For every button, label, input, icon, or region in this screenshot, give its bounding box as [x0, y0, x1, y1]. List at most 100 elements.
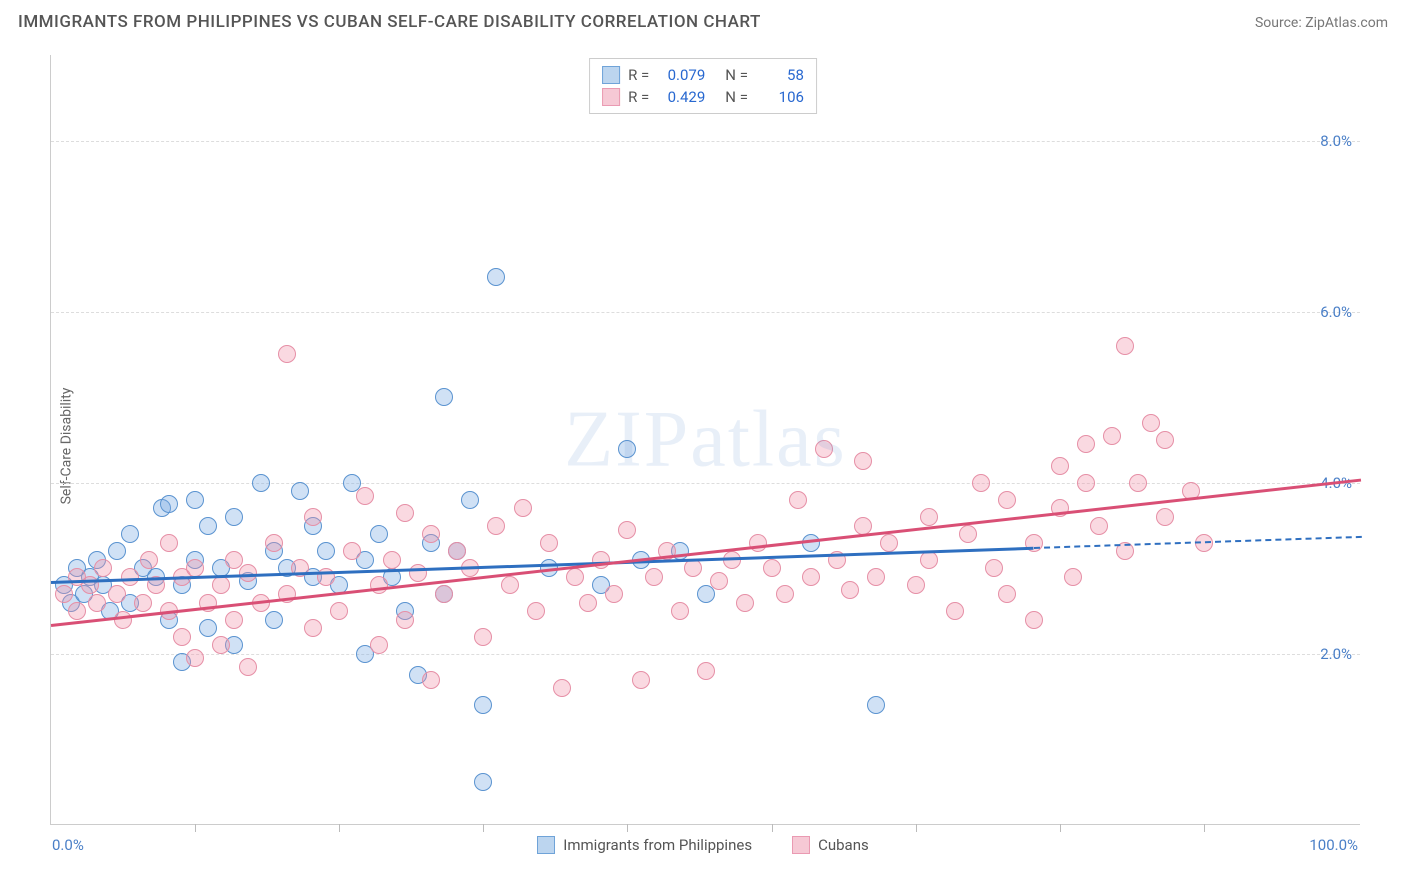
source-link[interactable]: ZipAtlas.com: [1305, 15, 1388, 31]
legend-swatch: [602, 88, 620, 106]
data-point-cubans: [736, 594, 754, 612]
watermark-text: ZIPatlas: [564, 394, 847, 485]
data-point-cubans: [1156, 508, 1174, 526]
data-point-cubans: [1142, 414, 1160, 432]
data-point-philippines: [265, 611, 283, 629]
data-point-cubans: [776, 585, 794, 603]
n-label: N =: [725, 88, 748, 106]
correlation-legend: R =0.079N =58R =0.429N =106: [589, 58, 817, 114]
legend-stat-row-philippines: R =0.079N =58: [602, 64, 804, 86]
data-point-philippines: [199, 517, 217, 535]
data-point-cubans: [474, 628, 492, 646]
data-point-cubans: [1051, 457, 1069, 475]
data-point-cubans: [684, 559, 702, 577]
x-tick: [627, 824, 628, 832]
data-point-cubans: [566, 568, 584, 586]
data-point-cubans: [212, 576, 230, 594]
data-point-cubans: [239, 564, 257, 582]
data-point-cubans: [94, 559, 112, 577]
n-value: 106: [756, 88, 804, 106]
data-point-cubans: [383, 551, 401, 569]
data-point-philippines: [487, 268, 505, 286]
data-point-cubans: [265, 534, 283, 552]
x-tick: [772, 824, 773, 832]
data-point-cubans: [514, 499, 532, 517]
data-point-cubans: [998, 585, 1016, 603]
data-point-cubans: [160, 534, 178, 552]
data-point-cubans: [370, 636, 388, 654]
data-point-cubans: [605, 585, 623, 603]
data-point-cubans: [907, 576, 925, 594]
data-point-philippines: [461, 491, 479, 509]
gridline: [51, 654, 1360, 655]
legend-label: Immigrants from Philippines: [563, 836, 752, 854]
x-tick: [916, 824, 917, 832]
data-point-cubans: [920, 551, 938, 569]
data-point-cubans: [1025, 611, 1043, 629]
chart-title: IMMIGRANTS FROM PHILIPPINES VS CUBAN SEL…: [18, 12, 761, 32]
legend-swatch: [537, 836, 555, 854]
data-point-cubans: [330, 602, 348, 620]
data-point-cubans: [487, 517, 505, 535]
source-prefix: Source:: [1255, 15, 1305, 31]
data-point-cubans: [435, 585, 453, 603]
data-point-cubans: [710, 572, 728, 590]
data-point-cubans: [920, 508, 938, 526]
data-point-cubans: [114, 611, 132, 629]
data-point-cubans: [225, 611, 243, 629]
data-point-cubans: [697, 662, 715, 680]
trend-line: [51, 479, 1361, 627]
data-point-cubans: [396, 611, 414, 629]
data-point-philippines: [186, 491, 204, 509]
data-point-cubans: [632, 671, 650, 689]
data-point-cubans: [527, 602, 545, 620]
data-point-philippines: [291, 482, 309, 500]
data-point-cubans: [579, 594, 597, 612]
data-point-cubans: [618, 521, 636, 539]
r-value: 0.079: [657, 66, 705, 84]
legend-item-philippines: Immigrants from Philippines: [537, 836, 752, 854]
data-point-cubans: [789, 491, 807, 509]
y-tick-label: 8.0%: [1320, 132, 1352, 150]
x-tick: [339, 824, 340, 832]
data-point-cubans: [854, 517, 872, 535]
data-point-cubans: [880, 534, 898, 552]
data-point-cubans: [946, 602, 964, 620]
data-point-cubans: [972, 474, 990, 492]
data-point-cubans: [396, 504, 414, 522]
data-point-cubans: [998, 491, 1016, 509]
data-point-cubans: [1064, 568, 1082, 586]
data-point-cubans: [802, 568, 820, 586]
gridline: [51, 483, 1360, 484]
r-value: 0.429: [657, 88, 705, 106]
data-point-philippines: [867, 696, 885, 714]
data-point-cubans: [173, 628, 191, 646]
data-point-cubans: [409, 564, 427, 582]
data-point-cubans: [304, 508, 322, 526]
data-point-cubans: [501, 576, 519, 594]
data-point-philippines: [225, 508, 243, 526]
data-point-cubans: [88, 594, 106, 612]
data-point-cubans: [553, 679, 571, 697]
data-point-cubans: [959, 525, 977, 543]
data-point-cubans: [370, 576, 388, 594]
data-point-philippines: [474, 773, 492, 791]
n-label: N =: [725, 66, 748, 84]
gridline: [51, 141, 1360, 142]
data-point-cubans: [422, 525, 440, 543]
data-point-cubans: [1077, 435, 1095, 453]
data-point-cubans: [304, 619, 322, 637]
source-attribution: Source: ZipAtlas.com: [1255, 15, 1388, 31]
data-point-cubans: [422, 671, 440, 689]
data-point-cubans: [763, 559, 781, 577]
x-tick: [483, 824, 484, 832]
r-label: R =: [628, 88, 649, 106]
data-point-cubans: [108, 585, 126, 603]
data-point-philippines: [160, 495, 178, 513]
data-point-cubans: [448, 542, 466, 560]
data-point-cubans: [1090, 517, 1108, 535]
data-point-cubans: [1116, 337, 1134, 355]
legend-swatch: [602, 66, 620, 84]
n-value: 58: [756, 66, 804, 84]
x-tick: [1060, 824, 1061, 832]
